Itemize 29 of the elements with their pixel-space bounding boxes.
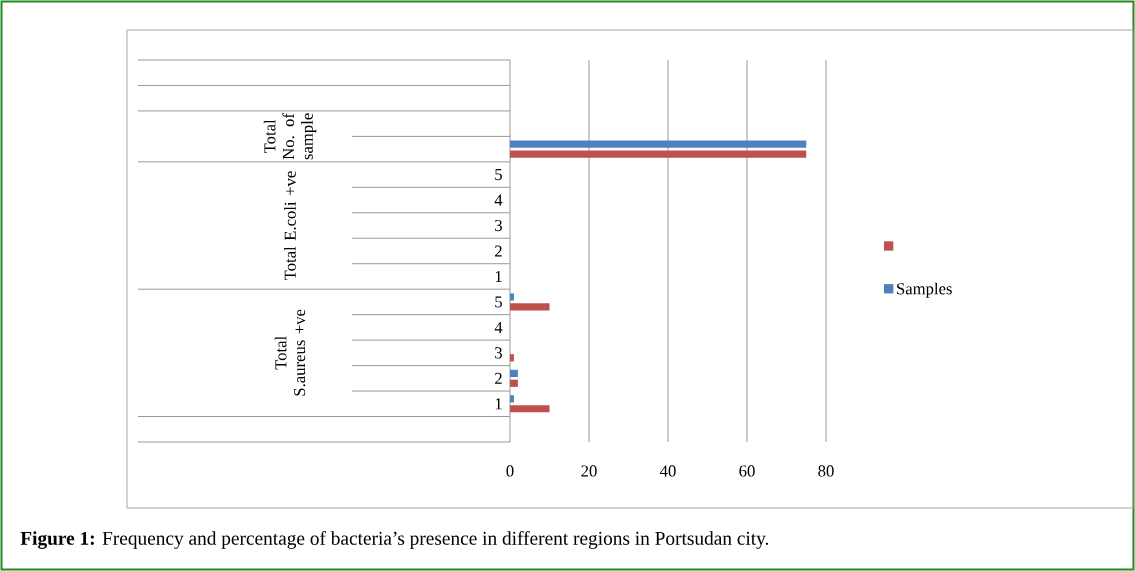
y-tick-label: 2 [495,245,502,257]
y-tick-label: 5 [495,169,502,181]
y-tick-label: 1 [495,398,502,410]
text: Figure 1: Frequency and percentage of bacteria’s presence in different regions in Portsudan city. [20,531,769,549]
text: Total No. of sample [263,113,317,160]
text: Total E.coli +ve [284,171,296,281]
y-tick-label: 3 [495,219,502,232]
bar [510,293,514,301]
x-tick-label: 60 [739,465,755,477]
y-tick-label: 5 [495,296,502,308]
legend-label: Samples [897,282,952,298]
y-tick-label: 1 [495,270,502,282]
x-tick-label: 0 [506,465,514,477]
bar [510,150,807,158]
bar [510,303,550,311]
bar [510,405,550,413]
y-tick-label: 3 [495,347,502,359]
x-tick-label: 80 [818,465,834,477]
bar [510,369,518,377]
y-tick-label: 4 [494,194,503,206]
text: Total S.aureus +ve [274,309,306,396]
x-tick-label: 40 [660,465,676,477]
bar [510,395,514,403]
y-tick-label: 4 [494,321,503,333]
bar [510,354,514,362]
bar [510,140,807,148]
y-tick-label: 2 [495,372,502,384]
x-tick-label: 20 [581,465,597,477]
bar [510,379,518,387]
